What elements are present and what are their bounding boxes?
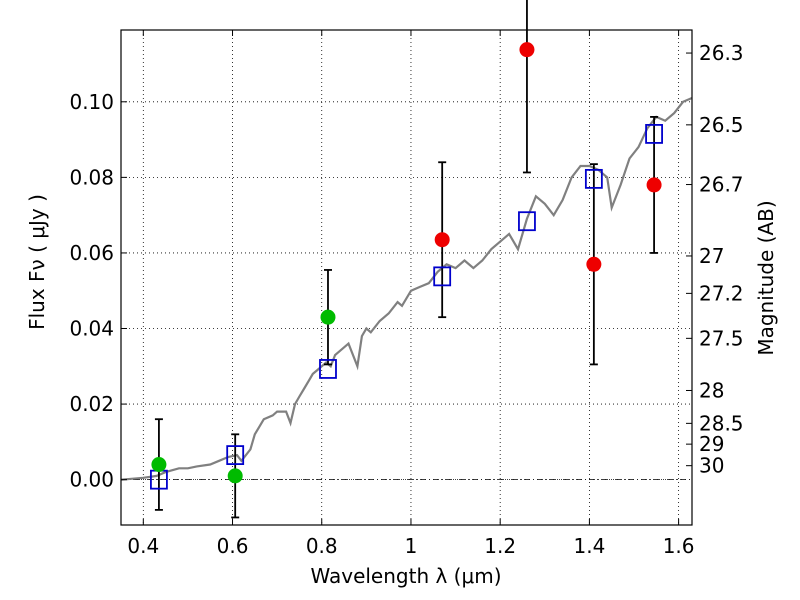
x-axis-label: Wavelength λ (μm) (310, 564, 501, 588)
x-tick-label: 1.2 (484, 534, 516, 558)
x-tick-label: 1.4 (573, 534, 605, 558)
observed-point-green (227, 468, 243, 484)
x-tick-label: 0.8 (306, 534, 338, 558)
x-tick-label: 0.6 (217, 534, 249, 558)
model-spectrum-line (120, 96, 693, 481)
model-flux-square (433, 266, 452, 287)
y-tick-label: 0.02 (69, 392, 114, 416)
observed-point-green (151, 457, 167, 473)
y-axis-label-left: Flux Fν ( μJy ) (25, 194, 49, 330)
observed-point-red (646, 177, 662, 193)
model-flux-square (584, 168, 603, 189)
model-flux-square (518, 211, 536, 232)
x-tick-label: 1.6 (663, 534, 695, 558)
y-axis-label-right: Magnitude (AB) (754, 200, 778, 355)
magnitude-tick-label: 30 (699, 454, 724, 478)
x-tick-label: 1 (405, 534, 418, 558)
magnitude-tick-label: 26.5 (699, 113, 744, 137)
y-tick-label: 0.06 (69, 241, 114, 265)
magnitude-tick-label: 27.2 (699, 281, 744, 305)
observed-point-red (519, 42, 535, 58)
data-markers (150, 42, 663, 490)
observed-point-green (320, 309, 336, 325)
magnitude-tick-label: 27 (699, 244, 724, 268)
grid-lines (121, 30, 692, 525)
y-tick-label: 0.08 (69, 165, 114, 189)
magnitude-tick-label: 28 (699, 378, 724, 402)
model-flux-square (319, 359, 337, 379)
y-tick-label: 0.10 (69, 90, 114, 114)
model-spectrum-layer (120, 96, 693, 481)
error-bars (154, 0, 659, 519)
observed-point-red (586, 256, 602, 272)
y-tick-label: 0.04 (69, 317, 114, 341)
plot-frame (120, 29, 693, 526)
magnitude-tick-label: 29 (699, 432, 724, 456)
observed-point-red (434, 232, 450, 248)
y-tick-label: 0.00 (69, 468, 114, 492)
magnitude-tick-label: 27.5 (699, 326, 744, 350)
axis-ticks: 0.4 0.6 0.8 1 1.2 1.4 1.6 0.00 0.02 0.04 0.06 0.08 0… (69, 30, 744, 558)
x-tick-label: 0.4 (127, 534, 159, 558)
model-flux-square (645, 124, 663, 144)
magnitude-tick-label: 26.3 (699, 41, 744, 65)
magnitude-tick-label: 26.7 (699, 173, 744, 197)
model-flux-square (226, 445, 245, 465)
magnitude-tick-label: 28.5 (699, 411, 744, 435)
